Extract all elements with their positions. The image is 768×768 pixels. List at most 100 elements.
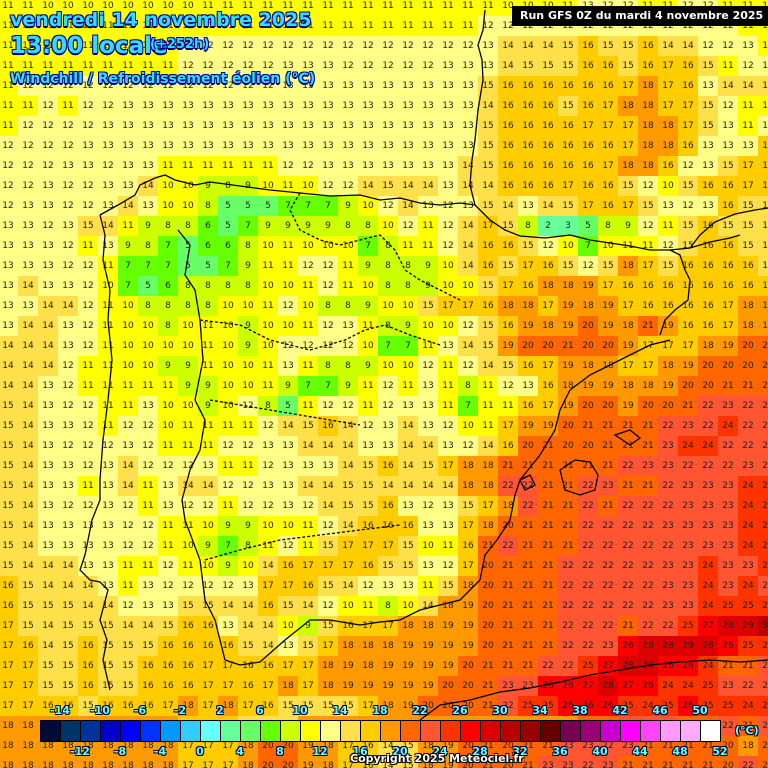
grid-value: 9 (425, 281, 431, 291)
grid-value: 15 (42, 661, 54, 671)
grid-value: 10 (222, 301, 234, 311)
field-cell (98, 116, 118, 136)
grid-value: 16 (502, 241, 514, 251)
grid-value: 15 (322, 541, 334, 551)
grid-value: 19 (582, 281, 594, 291)
field-cell (38, 216, 58, 236)
field-cell (38, 36, 58, 56)
grid-value: 18 (622, 101, 634, 111)
grid-value: 15 (362, 461, 374, 471)
grid-value: 15 (182, 601, 194, 611)
grid-value: 23 (522, 681, 534, 691)
grid-value: 16 (582, 81, 594, 91)
grid-value: 19 (562, 301, 574, 311)
field-cell (518, 176, 538, 196)
grid-value: 14 (362, 181, 374, 191)
field-cell (78, 236, 98, 256)
grid-value: 15 (22, 581, 34, 591)
grid-value: 12 (242, 441, 254, 451)
grid-value: 28 (702, 641, 714, 651)
grid-value: 15 (142, 641, 154, 651)
grid-value: 24 (762, 701, 768, 711)
field-cell (258, 76, 278, 96)
grid-value: 20 (682, 381, 694, 391)
grid-value: 18 (82, 761, 94, 768)
field-cell (0, 536, 18, 556)
field-cell (38, 0, 58, 16)
grid-value: 13 (462, 141, 474, 151)
grid-value: 9 (245, 341, 251, 351)
grid-value: 17 (602, 121, 614, 131)
grid-value: 22 (762, 721, 768, 731)
grid-value: 15 (122, 681, 134, 691)
grid-value: 24 (702, 561, 714, 571)
grid-value: 14 (462, 221, 474, 231)
field-cell (458, 256, 478, 276)
field-cell (298, 116, 318, 136)
grid-value: 14 (462, 241, 474, 251)
grid-value: 13 (102, 461, 114, 471)
grid-value: 12 (222, 41, 234, 51)
grid-value: 19 (602, 301, 614, 311)
field-cell (718, 556, 738, 576)
grid-value: 16 (722, 201, 734, 211)
grid-value: 12 (62, 141, 74, 151)
grid-value: 17 (322, 641, 334, 651)
grid-value: 14 (542, 41, 554, 51)
field-cell (418, 36, 438, 56)
field-cell (58, 296, 78, 316)
field-cell (398, 56, 418, 76)
field-cell (298, 356, 318, 376)
grid-value: 13 (22, 261, 34, 271)
field-cell (658, 156, 678, 176)
grid-value: 15 (2, 461, 14, 471)
grid-value: 14 (662, 41, 674, 51)
grid-value: 13 (42, 501, 54, 511)
field-cell (638, 116, 658, 136)
grid-value: 13 (122, 101, 134, 111)
grid-value: 17 (382, 541, 394, 551)
grid-value: 22 (702, 401, 714, 411)
grid-value: 16 (462, 541, 474, 551)
field-cell (18, 356, 38, 376)
grid-value: 10 (262, 341, 274, 351)
grid-value: 23 (562, 761, 574, 768)
grid-value: 24 (762, 561, 768, 571)
grid-value: 21 (702, 761, 714, 768)
field-cell (0, 256, 18, 276)
field-cell (58, 36, 78, 56)
field-cell (458, 376, 478, 396)
grid-value: 13 (382, 101, 394, 111)
grid-value: 18 (542, 321, 554, 331)
field-cell (698, 376, 718, 396)
grid-value: 19 (582, 381, 594, 391)
grid-value: 9 (345, 201, 351, 211)
grid-value: 12 (262, 461, 274, 471)
grid-value: 11 (82, 361, 94, 371)
grid-value: 17 (642, 261, 654, 271)
field-cell (258, 496, 278, 516)
field-cell (658, 96, 678, 116)
field-cell (118, 136, 138, 156)
field-cell (438, 76, 458, 96)
grid-value: 14 (22, 281, 34, 291)
field-cell (78, 296, 98, 316)
field-cell (318, 116, 338, 136)
grid-value: 11 (322, 1, 334, 11)
grid-value: 16 (522, 361, 534, 371)
grid-value: 20 (582, 321, 594, 331)
field-cell (698, 256, 718, 276)
grid-value: 18 (122, 761, 134, 768)
grid-value: 22 (642, 621, 654, 631)
grid-value: 20 (522, 441, 534, 451)
field-cell (418, 156, 438, 176)
grid-value: 13 (162, 141, 174, 151)
grid-value: 11 (302, 321, 314, 331)
grid-value: 11 (82, 481, 94, 491)
grid-value: 15 (542, 61, 554, 71)
field-cell (238, 436, 258, 456)
field-cell (138, 16, 158, 36)
grid-value: 13 (62, 461, 74, 471)
grid-value: 7 (225, 541, 231, 551)
grid-value: 23 (662, 461, 674, 471)
